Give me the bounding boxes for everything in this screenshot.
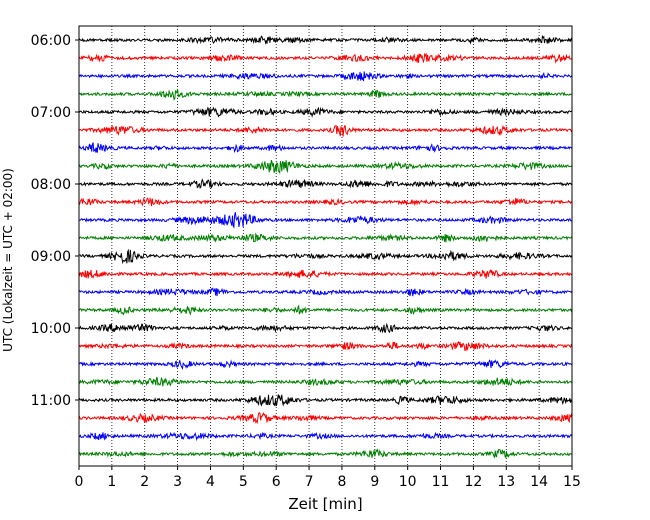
- y-tick-label-4: 10:00: [31, 321, 71, 337]
- trace-row-5: [78, 124, 573, 137]
- y-tick-label-0: 06:00: [31, 33, 71, 49]
- trace-rows: [78, 34, 573, 459]
- trace-row-17: [78, 340, 573, 352]
- x-tick-label-14: 14: [530, 474, 548, 490]
- trace-row-14: [78, 287, 573, 297]
- x-tick-label-11: 11: [432, 474, 450, 490]
- trace-row-15: [78, 304, 573, 316]
- y-tick-label-2: 08:00: [31, 177, 71, 193]
- y-tick-label-3: 09:00: [31, 249, 71, 265]
- trace-row-21: [78, 411, 573, 425]
- x-tick-label-7: 7: [305, 474, 314, 490]
- trace-row-13: [78, 268, 573, 279]
- x-tick-label-3: 3: [173, 474, 182, 490]
- trace-row-10: [78, 212, 573, 229]
- x-tick-label-2: 2: [140, 474, 149, 490]
- x-axis-label: Zeit [min]: [288, 495, 362, 513]
- trace-row-6: [78, 142, 573, 154]
- trace-row-11: [78, 232, 573, 243]
- x-tick-label-4: 4: [206, 474, 215, 490]
- trace-row-18: [78, 359, 573, 370]
- plot-frame: [78, 25, 573, 467]
- trace-row-12: [78, 248, 573, 265]
- x-tick-label-12: 12: [464, 474, 482, 490]
- y-tick-label-5: 11:00: [31, 393, 71, 409]
- trace-row-16: [78, 322, 573, 334]
- x-tick-label-1: 1: [107, 474, 116, 490]
- x-tick-label-15: 15: [563, 474, 581, 490]
- x-axis-ticks: 0 1 2 3 4 5 6 7 8 9 10 11 12 13 14 15: [75, 466, 581, 490]
- x-tick-label-5: 5: [239, 474, 248, 490]
- trace-row-22: [78, 431, 573, 442]
- y-axis-label: UTC (Lokalzeit = UTC + 02:00): [1, 168, 15, 352]
- trace-row-23: [78, 448, 573, 459]
- vertical-grid: [111, 26, 540, 466]
- trace-row-0: [78, 34, 573, 45]
- trace-row-7: [78, 159, 573, 175]
- x-tick-label-0: 0: [75, 474, 84, 490]
- y-axis-ticks: 06:00 07:00 08:00 09:00 10:00 11:00: [31, 33, 79, 409]
- x-tick-label-8: 8: [337, 474, 346, 490]
- x-tick-label-6: 6: [272, 474, 281, 490]
- x-tick-label-9: 9: [370, 474, 379, 490]
- trace-row-4: [78, 106, 573, 118]
- x-tick-label-13: 13: [497, 474, 515, 490]
- trace-row-19: [78, 376, 573, 387]
- y-tick-label-1: 07:00: [31, 105, 71, 121]
- x-tick-label-10: 10: [399, 474, 417, 490]
- trace-row-8: [78, 178, 573, 189]
- trace-row-2: [78, 71, 573, 82]
- trace-row-1: [78, 52, 573, 64]
- trace-row-20: [78, 394, 573, 407]
- trace-row-3: [78, 88, 573, 101]
- trace-row-9: [78, 197, 573, 207]
